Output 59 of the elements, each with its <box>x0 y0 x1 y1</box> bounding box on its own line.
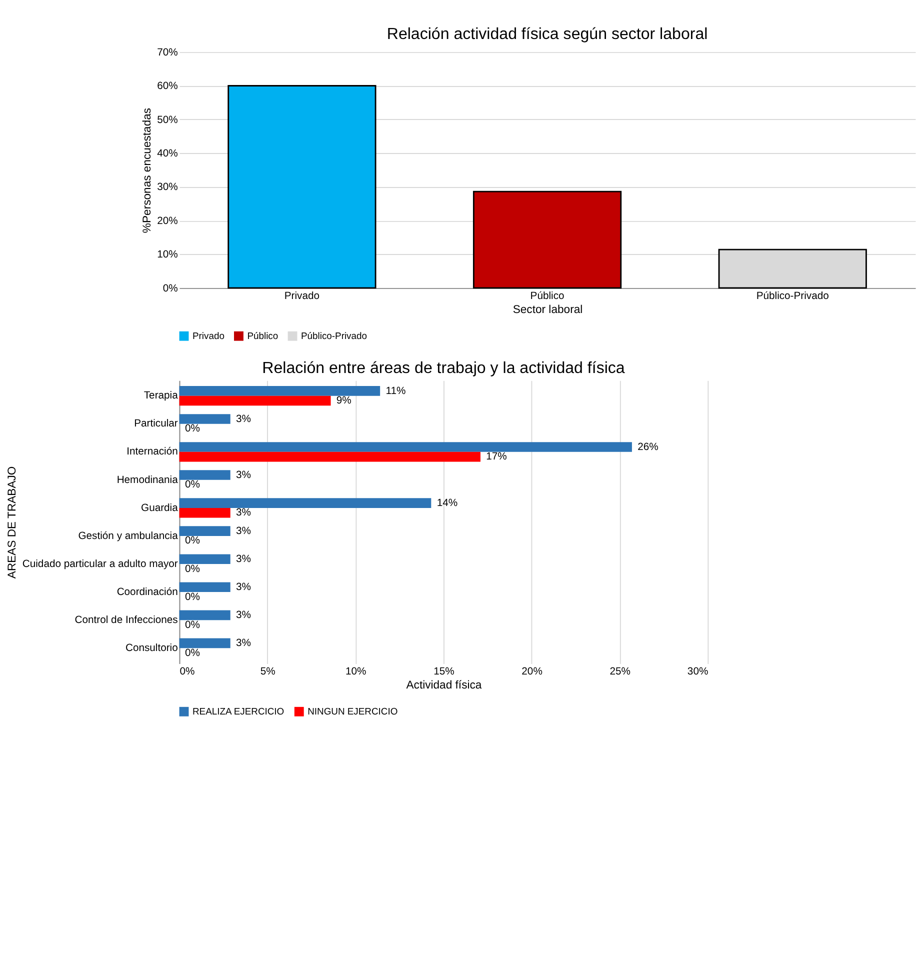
data-label: 9% <box>336 396 352 407</box>
x-tick-label: 15% <box>434 666 454 678</box>
y-tick-label: 20% <box>157 216 178 227</box>
x-tick-label: 30% <box>687 666 708 678</box>
y-tick-label: Terapia <box>144 390 178 402</box>
x-tick-label: Privado <box>284 290 320 302</box>
data-label: 0% <box>184 564 200 575</box>
data-label: 11% <box>386 386 406 397</box>
y-tick-label: 0% <box>162 283 178 294</box>
y-tick-label: Consultorio <box>125 642 178 654</box>
y-tick-label: Control de Infecciones <box>74 614 178 626</box>
y-tick-label: 50% <box>157 114 178 126</box>
y-axis-title: %Personas encuestadas <box>141 108 154 234</box>
data-label: 3% <box>236 526 252 537</box>
legend-label: REALIZA EJERCICIO <box>192 705 284 716</box>
x-tick-label: 5% <box>260 666 276 678</box>
y-tick-label: Particular <box>134 418 178 430</box>
data-label: 0% <box>184 620 200 631</box>
x-tick-label: 25% <box>610 666 630 678</box>
y-tick-label: Internación <box>126 446 178 458</box>
x-axis-title: Sector laboral <box>512 304 583 316</box>
data-label: 26% <box>638 442 658 453</box>
data-label: 3% <box>236 610 252 621</box>
legend-label: NINGUN EJERCICIO <box>308 705 398 716</box>
data-label: 3% <box>236 554 252 565</box>
data-label: 0% <box>184 424 200 435</box>
y-tick-label: 60% <box>157 81 178 92</box>
y-tick-label: 30% <box>157 182 178 194</box>
chart-title: Relación actividad física según sector laboral <box>386 24 708 43</box>
data-label: 3% <box>236 582 252 593</box>
y-tick-label: Coordinación <box>116 586 178 598</box>
y-tick-label: Guardia <box>141 502 178 514</box>
x-axis-title: Actividad física <box>406 680 482 692</box>
data-label: 0% <box>184 480 200 491</box>
legend-label: Público <box>247 330 278 341</box>
data-label: 3% <box>236 414 252 425</box>
data-label: 14% <box>436 498 458 509</box>
y-axis-title: AREAS DE TRABAJO <box>6 466 18 579</box>
y-tick-label: Hemodinania <box>116 474 178 486</box>
data-label: 17% <box>486 452 507 463</box>
x-tick-label: 10% <box>346 666 366 678</box>
y-tick-label: 70% <box>157 47 178 58</box>
chart-title: Relación entre áreas de trabajo y la actividad física <box>262 358 625 377</box>
x-tick-label: 0% <box>180 666 195 678</box>
y-tick-label: Gestión y ambulancia <box>78 530 178 542</box>
legend-label: Privado <box>192 330 224 341</box>
data-label: 0% <box>184 536 200 547</box>
data-label: 3% <box>236 470 252 481</box>
legend-label: Público-Privado <box>301 330 368 341</box>
y-tick-label: Cuidado particular a adulto mayor <box>22 558 178 570</box>
data-label: 3% <box>236 638 252 650</box>
x-tick-label: Público-Privado <box>756 290 830 302</box>
data-label: 0% <box>184 592 200 603</box>
y-tick-label: 40% <box>157 148 178 160</box>
x-tick-label: 20% <box>522 666 542 678</box>
data-label: 0% <box>184 648 200 659</box>
data-label: 3% <box>236 508 252 519</box>
x-tick-label: Público <box>530 290 565 302</box>
y-tick-label: 10% <box>157 250 178 261</box>
